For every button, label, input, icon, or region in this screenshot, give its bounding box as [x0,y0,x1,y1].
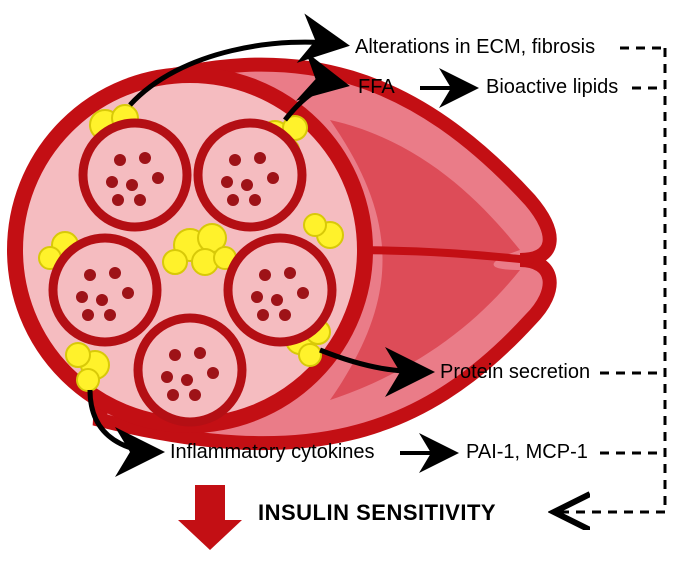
label-insulin: INSULIN SENSITIVITY [258,500,496,526]
label-cytokines: Inflammatory cytokines [170,441,375,464]
down-arrow-icon [178,485,242,550]
label-ffa: FFA [358,76,395,99]
label-bioactive: Bioactive lipids [486,76,618,99]
label-protein: Protein secretion [440,361,590,384]
label-pai: PAI-1, MCP-1 [466,441,588,464]
label-ecm: Alterations in ECM, fibrosis [355,36,595,59]
